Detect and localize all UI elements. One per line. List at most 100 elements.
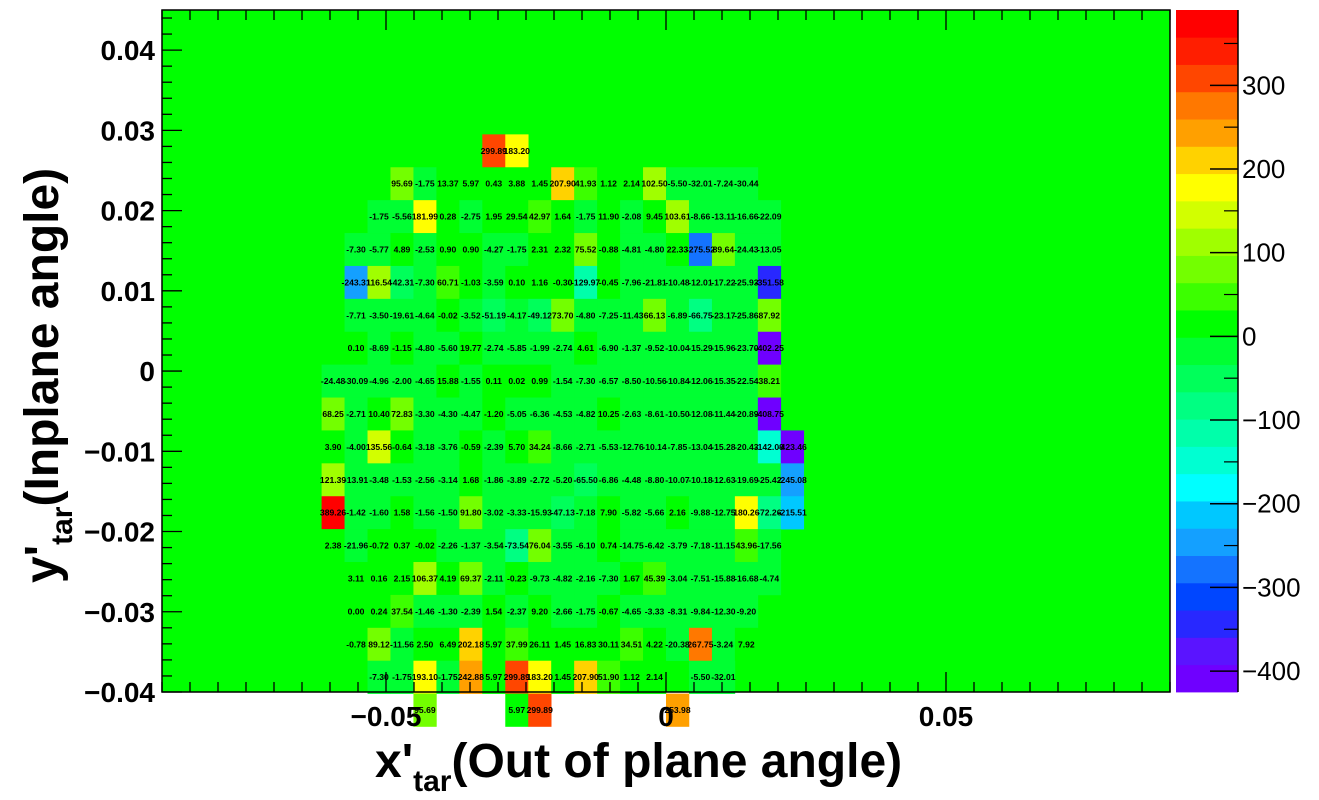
cell-value-label: 102.50 (641, 179, 668, 189)
colorbar-segment (1176, 65, 1238, 93)
cell-value-label: -13.11 (711, 212, 735, 222)
cell-value-label: 0.16 (371, 573, 388, 583)
cell-value-label: -4.48 (622, 475, 642, 485)
cell-value-label: -7.85 (668, 442, 688, 452)
cell-value-label: -4.30 (438, 409, 458, 419)
cell-value-label: 1.95 (485, 212, 502, 222)
cell-value-label: -3.52 (461, 310, 481, 320)
cell-value-label: -15.96 (711, 343, 736, 353)
cell-value-label: -4.82 (553, 573, 573, 583)
y-tick-label: −0.03 (84, 597, 155, 628)
cell-value-label: -10.48 (665, 277, 690, 287)
colorbar-segment (1176, 37, 1238, 65)
cell-value-label: 13.37 (437, 179, 459, 189)
cell-value-label: -1.75 (576, 212, 596, 222)
cell-value-label: 51.90 (598, 672, 620, 682)
cell-value-label: -12.63 (711, 475, 736, 485)
cell-value-label: -6.57 (599, 376, 619, 386)
cell-value-label: -4.74 (760, 573, 780, 583)
cell-value-label: -24.43 (734, 245, 759, 255)
cell-value-label: -3.59 (484, 277, 504, 287)
cell-value-label: -2.39 (461, 606, 481, 616)
cell-value-label: 180.26 (733, 508, 760, 518)
cell-value-label: -6.86 (599, 475, 619, 485)
cell-value-label: 389.26 (320, 508, 347, 518)
cell-value-label: 1.12 (623, 672, 640, 682)
cell-value-label: -4.80 (576, 310, 596, 320)
y-tick-label: 0.02 (101, 196, 156, 227)
cell-value-label: 0.43 (485, 179, 502, 189)
cell-value-label: -3.02 (484, 508, 504, 518)
cell-value-label: 0.10 (508, 277, 525, 287)
y-tick-label: 0.03 (101, 115, 156, 146)
cell-value-label: -2.16 (576, 573, 596, 583)
colorbar-tick-label: −300 (1242, 572, 1301, 602)
cell-value-label: 7.92 (738, 639, 755, 649)
cell-value-label: -2.71 (346, 409, 366, 419)
cell-value-label: -4.00 (346, 442, 366, 452)
cell-value-label: 121.39 (320, 475, 347, 485)
colorbar-segment (1176, 92, 1238, 120)
cell-value-label: 6.49 (440, 639, 457, 649)
cell-value-label: 2.14 (623, 179, 640, 189)
cell-value-label: -12.76 (619, 442, 644, 452)
cell-value-label: -1.86 (484, 475, 504, 485)
cell-value-label: 3.88 (508, 179, 525, 189)
cell-value-label: -1.75 (507, 245, 527, 255)
cell-value-label: 0.00 (348, 606, 365, 616)
cell-value-label: 9.20 (531, 606, 548, 616)
cell-value-label: -73.54 (505, 541, 530, 551)
cell-value-label: -2.11 (484, 573, 503, 583)
cell-value-label: -21.96 (344, 541, 369, 551)
cell-value-label: -7.30 (576, 376, 596, 386)
cell-value-label: -4.65 (415, 376, 435, 386)
cell-value-label: 1.45 (531, 179, 548, 189)
cell-value-label: 5.70 (508, 442, 525, 452)
cell-value-label: -7.30 (346, 245, 366, 255)
cell-value-label: -32.01 (688, 179, 713, 189)
cell-value-label: -7.71 (346, 310, 366, 320)
cell-value-label: 43.96 (736, 541, 758, 551)
cell-value-label: 0.24 (371, 606, 388, 616)
colorbar-segment (1176, 201, 1238, 229)
cell-value-label: -0.45 (599, 277, 619, 287)
cell-value-label: -22.54 (734, 376, 759, 386)
cell-value-label: -7.25 (599, 310, 619, 320)
cell-value-label: 0.11 (486, 376, 502, 386)
cell-value-label: -51.19 (482, 310, 507, 320)
cell-value-label: 267.75 (687, 639, 714, 649)
cell-value-label: 76.04 (529, 541, 551, 551)
cell-value-label: 5.97 (462, 179, 479, 189)
cell-value-label: -5.50 (691, 672, 711, 682)
cell-value-label: -4.81 (622, 245, 642, 255)
cell-value-label: -8.66 (553, 442, 573, 452)
cell-value-label: 69.37 (460, 573, 482, 583)
cell-value-label: -1.75 (438, 672, 458, 682)
colorbar-segment (1176, 174, 1238, 202)
cell-value-label: 1.45 (554, 672, 571, 682)
cell-value-label: 29.54 (506, 212, 528, 222)
cell-value-label: -1.20 (484, 409, 504, 419)
colorbar-segment (1176, 283, 1238, 311)
cell-value-label: -21.81 (642, 277, 667, 287)
cell-value-label: -22.09 (757, 212, 782, 222)
cell-value-label: 72.83 (391, 409, 413, 419)
cell-value-label: -16.66 (734, 212, 759, 222)
cell-value-label: -5.82 (622, 508, 642, 518)
cell-value-label: 34.24 (529, 442, 551, 452)
cell-value-label: 1.45 (554, 639, 571, 649)
y-axis-title: y'tar(Inplane angle) (16, 168, 79, 583)
colorbar-tick-label: 100 (1242, 238, 1285, 268)
cell-value-label: -129.97 (571, 277, 600, 287)
cell-value-label: 193.10 (412, 672, 439, 682)
cell-value-label: -32.01 (711, 672, 736, 682)
cell-value-label: -10.84 (665, 376, 690, 386)
cell-value-label: -10.04 (665, 343, 690, 353)
cell-value-label: 4.19 (440, 573, 457, 583)
cell-value-label: 30.11 (598, 639, 619, 649)
cell-value-label: 1.58 (394, 508, 411, 518)
cell-value-label: -3.79 (668, 541, 688, 551)
cell-value-label: 116.54 (366, 277, 392, 287)
